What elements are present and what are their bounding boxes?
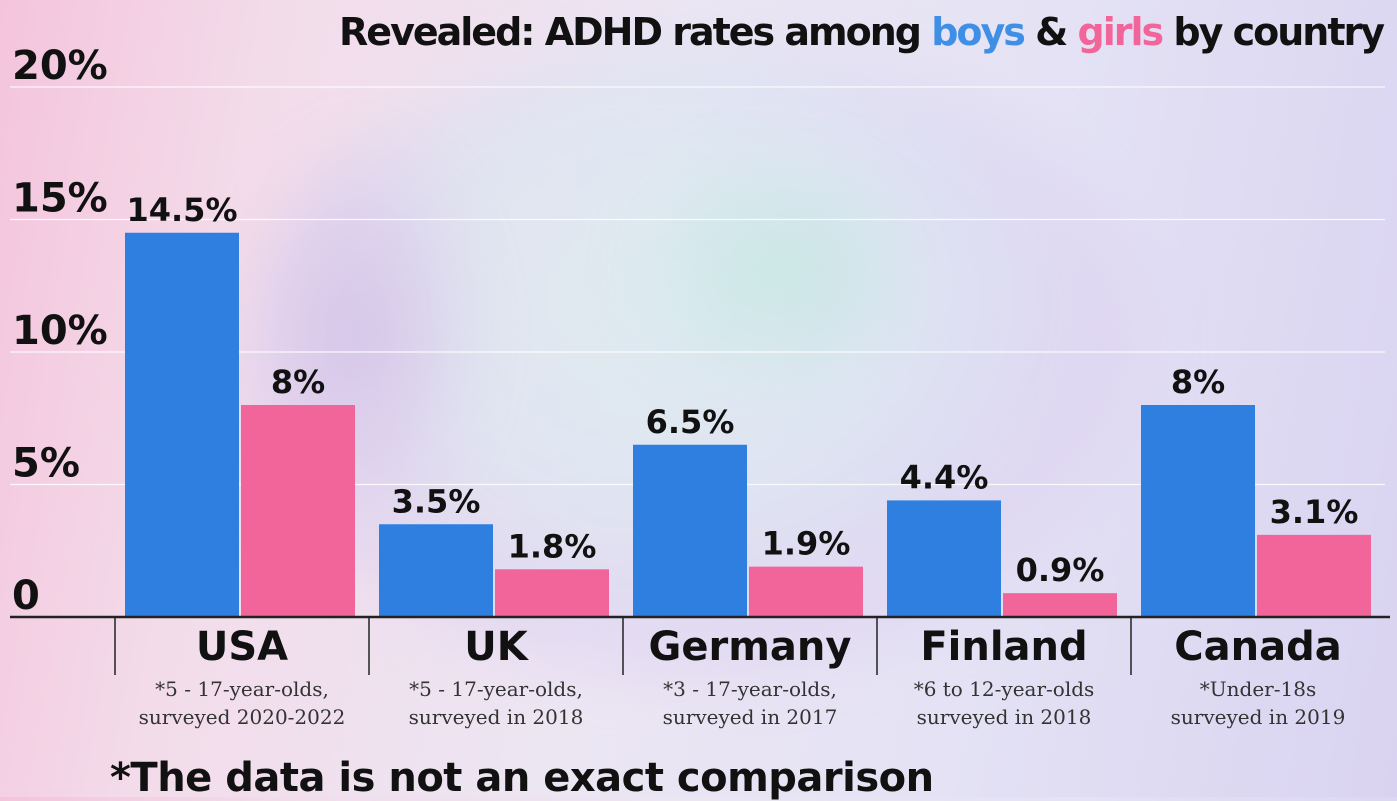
x-tick-label-finland: Finland (920, 624, 1087, 670)
bar-boys-uk (379, 524, 493, 617)
x-tick-label-uk: UK (464, 624, 529, 670)
data-label-girls-germany: 1.9% (762, 525, 851, 563)
data-label-boys-uk: 3.5% (392, 482, 481, 520)
category-note: surveyed in 2018 (409, 705, 584, 729)
x-tick-label-germany: Germany (649, 624, 852, 670)
category-note: surveyed in 2019 (1171, 705, 1346, 729)
category-note: *Under-18s (1200, 677, 1316, 701)
y-tick-label: 0 (12, 573, 40, 619)
footnote: *The data is not an exact comparison (110, 755, 934, 801)
category-note: *3 - 17-year-olds, (663, 677, 837, 701)
x-tick-label-usa: USA (196, 624, 288, 670)
category-note: *5 - 17-year-olds, (155, 677, 329, 701)
data-label-girls-canada: 3.1% (1270, 493, 1359, 531)
y-tick-label: 10% (12, 308, 108, 354)
category-note: *6 to 12-year-olds (914, 677, 1095, 701)
category-note: surveyed 2020-2022 (139, 705, 346, 729)
bar-girls-usa (241, 405, 355, 617)
title-girls: girls (1077, 10, 1165, 54)
title-suffix: by country (1162, 10, 1385, 54)
title-boys: boys (931, 10, 1026, 54)
bar-girls-canada (1257, 534, 1371, 617)
data-label-girls-finland: 0.9% (1016, 551, 1105, 589)
bar-boys-finland (887, 500, 1001, 617)
data-label-boys-finland: 4.4% (900, 458, 989, 496)
data-label-boys-usa: 14.5% (126, 191, 237, 229)
category-note: *5 - 17-year-olds, (409, 677, 583, 701)
title-amp: & (1023, 10, 1078, 54)
data-label-boys-canada: 8% (1171, 363, 1225, 401)
y-tick-label: 15% (12, 176, 108, 222)
chart-title: Revealed: ADHD rates among boys & girls … (339, 10, 1385, 54)
data-label-girls-usa: 8% (271, 363, 325, 401)
bar-girls-uk (495, 569, 609, 617)
y-tick-label: 20% (12, 43, 108, 89)
data-label-boys-germany: 6.5% (646, 403, 735, 441)
bar-boys-usa (125, 232, 239, 617)
category-note: surveyed in 2018 (917, 705, 1092, 729)
data-label-girls-uk: 1.8% (508, 527, 597, 565)
bar-boys-germany (633, 444, 747, 617)
x-tick-label-canada: Canada (1174, 624, 1341, 670)
y-tick-label: 5% (12, 441, 80, 487)
title-prefix: Revealed: ADHD rates among (339, 10, 932, 54)
bar-boys-canada (1141, 405, 1255, 617)
bar-girls-finland (1003, 593, 1117, 617)
category-note: surveyed in 2017 (663, 705, 838, 729)
bar-girls-germany (749, 566, 863, 617)
